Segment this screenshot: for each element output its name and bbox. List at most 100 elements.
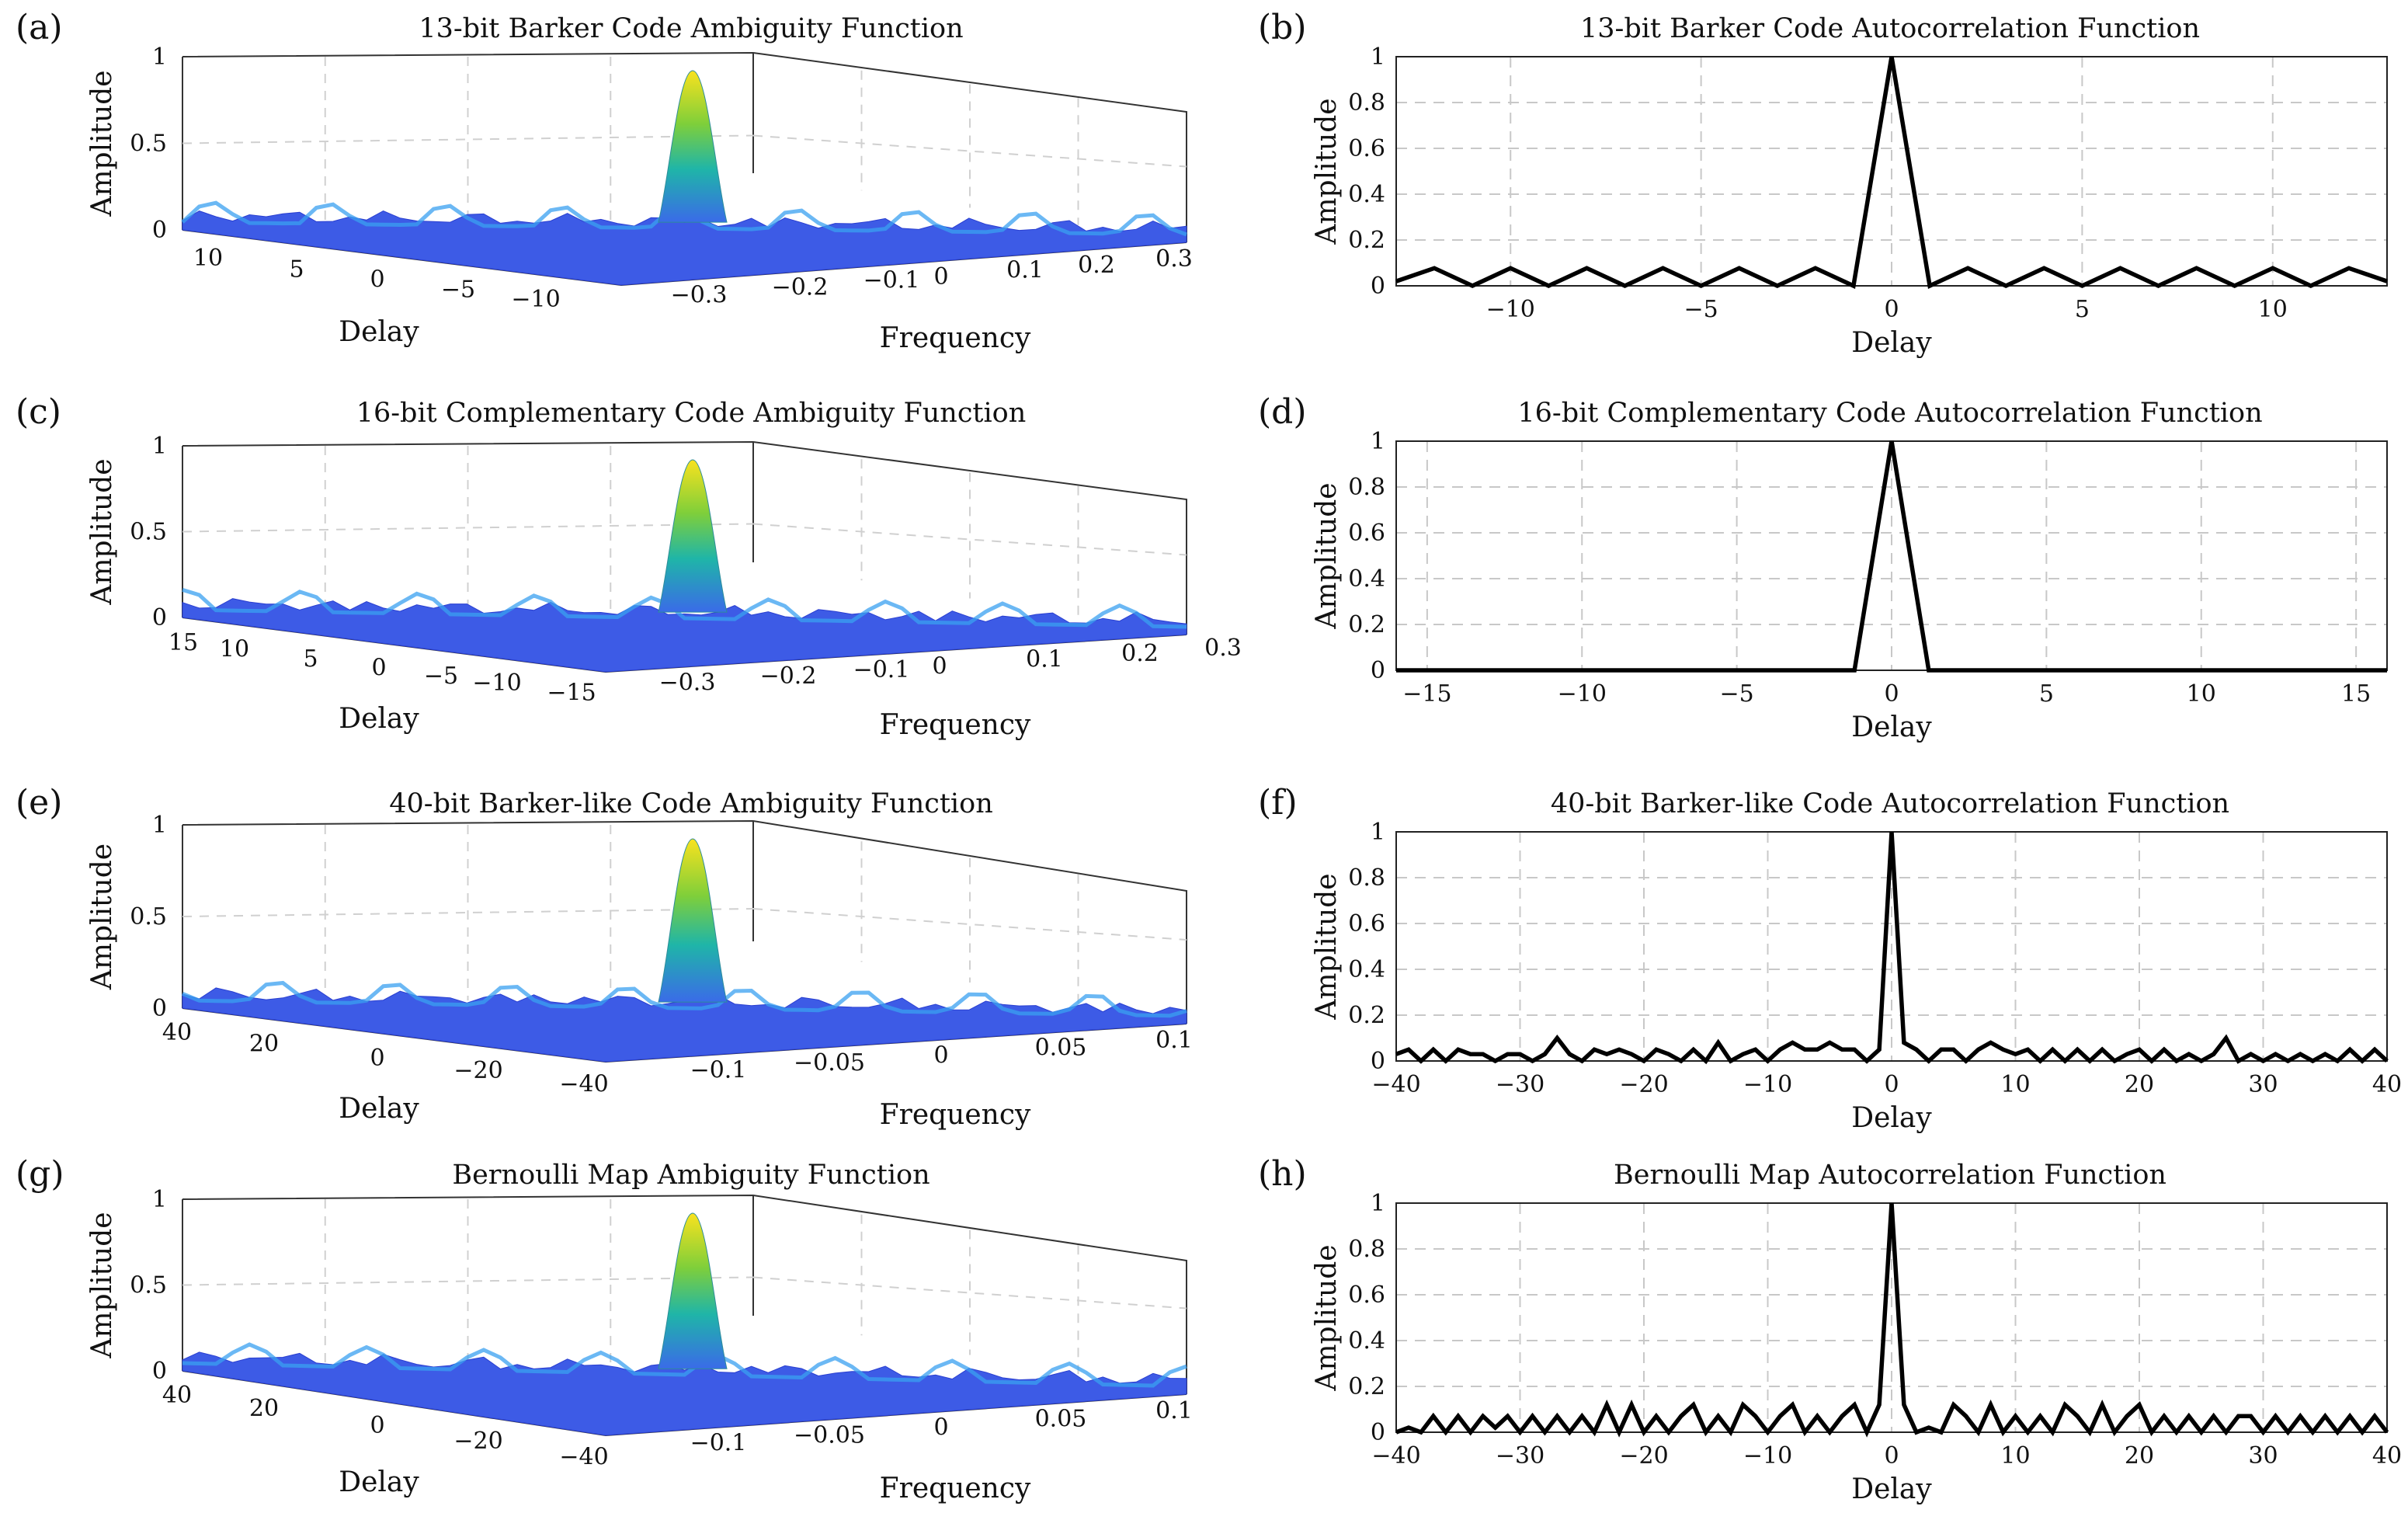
x-tick-label: 40 [2372,1071,2402,1098]
x-tick-label: 0 [1884,680,1899,708]
y-tick-label: 0.4 [1348,181,1385,208]
y-tick-label: 0.4 [1348,1327,1385,1355]
y-tick-label: 0.2 [1348,1002,1385,1029]
x-tick-label: 5 [2075,296,2090,323]
x-tick-label: 5 [2039,680,2054,708]
chart-title: 16-bit Complementary Code Ambiguity Func… [356,398,1027,429]
chart-title: Bernoulli Map Ambiguity Function [452,1160,929,1191]
panel-a: (a) 13-bit Barker Code Ambiguity Function… [16,8,1193,354]
frequency-tick-label: −0.1 [853,656,910,683]
frequency-axis-label: Frequency [880,322,1031,354]
back-gridline [752,908,1187,941]
frequency-tick-label: 0.2 [1078,252,1115,279]
x-tick-label: −10 [1558,680,1607,708]
frequency-tick-label: 0 [933,263,948,290]
x-tick-label: 30 [2248,1071,2278,1098]
z-tick-label: 0.5 [130,130,167,158]
x-tick-label: 0 [1884,1071,1899,1098]
x-tick-label: −5 [1720,680,1754,708]
y-tick-label: 0 [1371,657,1385,684]
chart-title: 13-bit Barker Code Ambiguity Function [419,13,963,44]
frequency-tick-label: −0.05 [794,1422,865,1449]
delay-tick-label: 10 [220,636,249,663]
y-tick-label: 0.6 [1348,1282,1385,1309]
frequency-tick-label: −0.3 [659,669,716,696]
frequency-tick-label: 0.3 [1155,245,1193,273]
y-tick-label: 0.2 [1348,227,1385,254]
delay-tick-label: 20 [249,1030,279,1057]
panel-g: (g) Bernoulli Map Ambiguity Function 0 0.5 1… [16,1154,1193,1504]
x-axis-label: Delay [1851,1473,1932,1505]
delay-tick-label: −10 [511,286,560,313]
delay-tick-label: 20 [249,1395,279,1422]
chart-title: 13-bit Barker Code Autocorrelation Funct… [1580,13,2200,44]
x-axis-label: Delay [1851,711,1932,743]
chart-title: 40-bit Barker-like Code Autocorrelation … [1551,788,2229,819]
x-tick-label: −40 [1371,1071,1420,1098]
z-tick-label: 0.5 [130,903,167,930]
x-tick-label: 20 [2125,1071,2154,1098]
frequency-axis-label: Frequency [880,1099,1031,1131]
delay-tick-label: −20 [453,1428,502,1455]
delay-tick-label: 0 [370,1412,384,1439]
x-tick-label: −20 [1619,1442,1668,1470]
back-gridline [182,523,754,533]
z-axis-label: Amplitude [86,843,118,990]
z-tick-label: 1 [152,433,167,460]
frequency-tick-label: 0 [933,1414,948,1441]
frequency-tick-label: 0.1 [1006,257,1044,284]
y-tick-label: 1 [1371,1190,1385,1217]
y-tick-label: 0.8 [1348,864,1385,892]
delay-tick-label: −10 [472,670,521,697]
x-tick-label: 0 [1884,296,1899,323]
z-axis-label: Amplitude [86,458,118,605]
y-axis-label: Amplitude [1311,873,1343,1020]
surface-floor [182,1351,1187,1436]
x-tick-label: 0 [1884,1442,1899,1470]
y-tick-label: 1 [1371,428,1385,455]
delay-tick-label: 40 [162,1382,192,1409]
z-axis-label: Amplitude [86,70,118,217]
x-axis-label: Delay [1851,327,1932,359]
panel-label: (g) [16,1154,64,1194]
y-tick-label: 1 [1371,819,1385,846]
y-axis-label: Amplitude [1311,1244,1343,1391]
z-tick-label: 0.5 [130,1272,167,1299]
y-tick-label: 0.8 [1348,1236,1385,1263]
x-tick-label: 30 [2248,1442,2278,1470]
chart-title: 16-bit Complementary Code Autocorrelatio… [1517,398,2262,429]
delay-tick-label: −40 [559,1070,608,1097]
delay-tick-label: −20 [453,1057,502,1084]
surface-ridges [182,980,1187,1018]
z-tick-label: 0 [152,995,167,1022]
y-tick-label: 0.4 [1348,956,1385,983]
y-tick-label: 0 [1371,1048,1385,1075]
y-tick-label: 0.2 [1348,1373,1385,1400]
panel-e: (e) 40-bit Barker-like Code Ambiguity Fun… [16,783,1193,1131]
panel-label: (h) [1258,1154,1307,1194]
y-tick-label: 1 [1371,43,1385,71]
chart-title: Bernoulli Map Autocorrelation Function [1614,1160,2167,1191]
back-gridline [182,1276,754,1286]
autocorrelation-line [1396,440,2387,673]
x-tick-label: −15 [1402,680,1451,708]
y-tick-label: 0.8 [1348,89,1385,117]
surface-ridges [182,1342,1187,1388]
delay-tick-label: 5 [303,645,318,673]
panel-label: (a) [16,8,63,47]
delay-axis-label: Delay [339,316,419,348]
y-tick-label: 0.6 [1348,910,1385,937]
y-tick-label: 0.6 [1348,520,1385,547]
delay-tick-label: 0 [370,1045,384,1072]
x-tick-label: −30 [1496,1071,1545,1098]
panel-label: (f) [1258,783,1298,823]
x-tick-label: 10 [2000,1071,2030,1098]
frequency-tick-label: −0.2 [760,663,817,690]
frequency-tick-label: 0.2 [1121,640,1159,667]
x-tick-label: 10 [2258,296,2288,323]
delay-tick-label: −15 [547,679,596,706]
chart-title: 40-bit Barker-like Code Ambiguity Functi… [389,788,993,819]
x-tick-label: −10 [1486,296,1535,323]
panel-label: (e) [16,783,62,823]
